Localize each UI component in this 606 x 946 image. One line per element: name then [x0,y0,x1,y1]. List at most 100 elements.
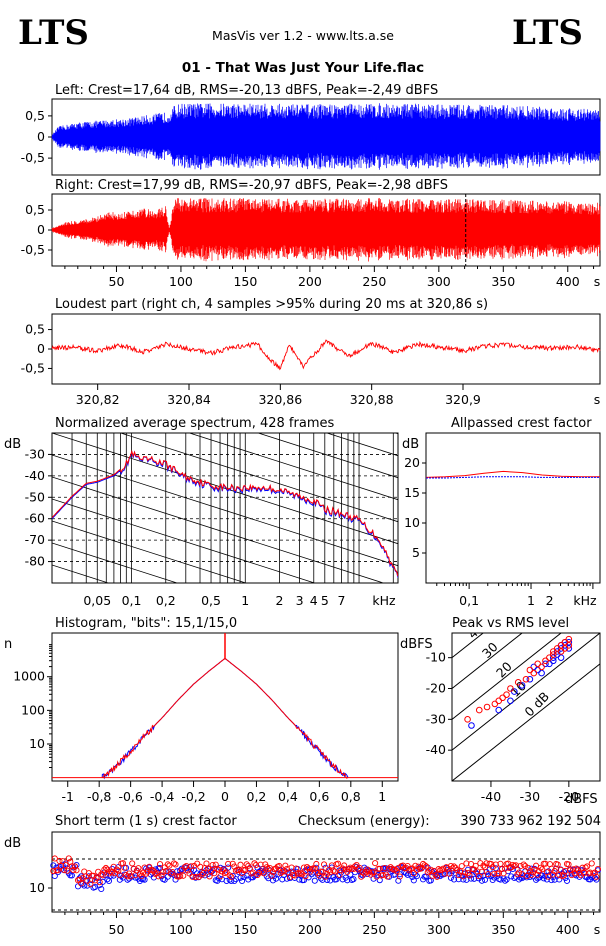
short-term-point [180,872,187,879]
short-term-point [319,876,326,883]
short-term-point [257,861,264,868]
short-term-point [184,867,191,874]
short-term-point [395,864,402,871]
short-term-point [495,870,502,877]
short-term-point [410,870,417,877]
logo-left: LTS [18,13,89,53]
short-term-point [239,877,246,885]
short-term-point [288,868,295,875]
short-term-point [104,866,111,873]
short-term-point [327,869,334,876]
short-term-point [164,861,171,868]
peak-rms-ylabel: dBFS [400,637,433,652]
short-term-point [492,861,499,868]
short-term-point [78,880,85,887]
short-term-point [305,865,312,872]
short-term-point [252,861,260,869]
short-term-point [483,860,490,867]
short-term-point [223,877,230,884]
short-term-point [334,872,342,879]
short-term-point [96,882,103,889]
short-term-point [509,865,516,873]
right-waveform-xtick-label: 300 [427,274,451,289]
left-waveform-ytick-label: -0,5 [21,150,45,165]
short-term-point [260,870,267,877]
histogram-ytick-label: 100 [21,702,45,717]
short-term-point [198,871,205,878]
loudest-xtick-label: 320,86 [258,392,302,407]
short-term-point [481,863,489,871]
short-term-point [539,866,546,873]
right-waveform-ytick-label: 0 [37,222,45,237]
short-term-xtick-label: 250 [362,922,386,937]
short-term-point [109,869,116,876]
right-waveform-xtick-label: 200 [298,274,322,289]
short-term-point [208,868,215,875]
spectrum-slope-line [52,498,316,583]
short-term-point [350,876,357,883]
short-term-point [231,863,238,870]
short-term-point [339,865,346,872]
peak-rms-title: Peak vs RMS level [452,616,569,631]
peak-rms-ytick-label: -40 [426,742,446,757]
crest-series-line [425,470,600,478]
short-term-ytick-label: 10 [29,880,45,895]
peak-rms-xtick-label: -40 [481,789,501,804]
short-term-point [447,874,454,881]
short-term-point [588,860,595,867]
loudest-ytick-label: 0,5 [25,322,45,337]
histogram-xtick-label: -0,6 [118,789,142,804]
short-term-point [243,861,250,868]
short-term-point [99,872,106,879]
right-waveform-signal [51,198,601,262]
spectrum-slope-line [256,433,398,479]
short-term-point [534,871,541,878]
short-term-point [412,862,419,869]
short-term-point [62,862,69,869]
short-term-xtick-label: 200 [298,922,322,937]
short-term-point [256,869,263,877]
short-term-point [580,869,588,877]
peak-rms-point [546,654,553,661]
short-term-point [268,872,275,879]
short-term-point [460,873,467,880]
short-term-point [96,879,103,886]
histogram-ytick-label: 1000 [13,669,45,684]
peak-rms-point [483,703,491,711]
crest-xtick-label: 2 [546,593,554,608]
spectrum-ytick-label: -40 [25,468,45,483]
short-term-point [187,866,195,873]
left-waveform-ytick-label: 0 [37,129,45,144]
spectrum-xtick-label: 0,2 [156,593,176,608]
short-term-point [520,861,527,868]
peak-rms-ytick-label: -10 [426,650,446,665]
short-term-point [283,875,290,882]
short-term-point [59,858,66,865]
histogram-left [101,657,349,780]
short-term-point [396,873,403,880]
short-term-point [141,876,148,883]
spectrum-xtick-label: 1 [241,593,249,608]
short-term-point [161,876,168,883]
short-term-point [279,876,286,883]
short-term-point [249,869,256,876]
peak-rms-point [491,700,499,708]
short-term-point [587,869,594,876]
short-term-point [356,868,363,875]
short-term-point [195,873,202,881]
peak-rms-point [507,685,514,692]
short-term-xtick-label: 100 [169,922,193,937]
loudest-ytick-label: -0,5 [21,360,45,375]
histogram-xtick-label: -1 [61,789,73,804]
short-term-point [593,873,600,880]
short-term-point [228,873,235,880]
histogram-xtick-label: 0,8 [341,789,361,804]
short-term-point [423,863,430,870]
short-term-point [594,866,601,873]
short-term-point [310,869,317,876]
short-term-xtick-label: 400 [556,922,580,937]
peak-rms-point [522,675,530,683]
short-term-point [334,860,342,867]
peak-rms-point [468,722,475,729]
short-term-point [225,860,232,867]
